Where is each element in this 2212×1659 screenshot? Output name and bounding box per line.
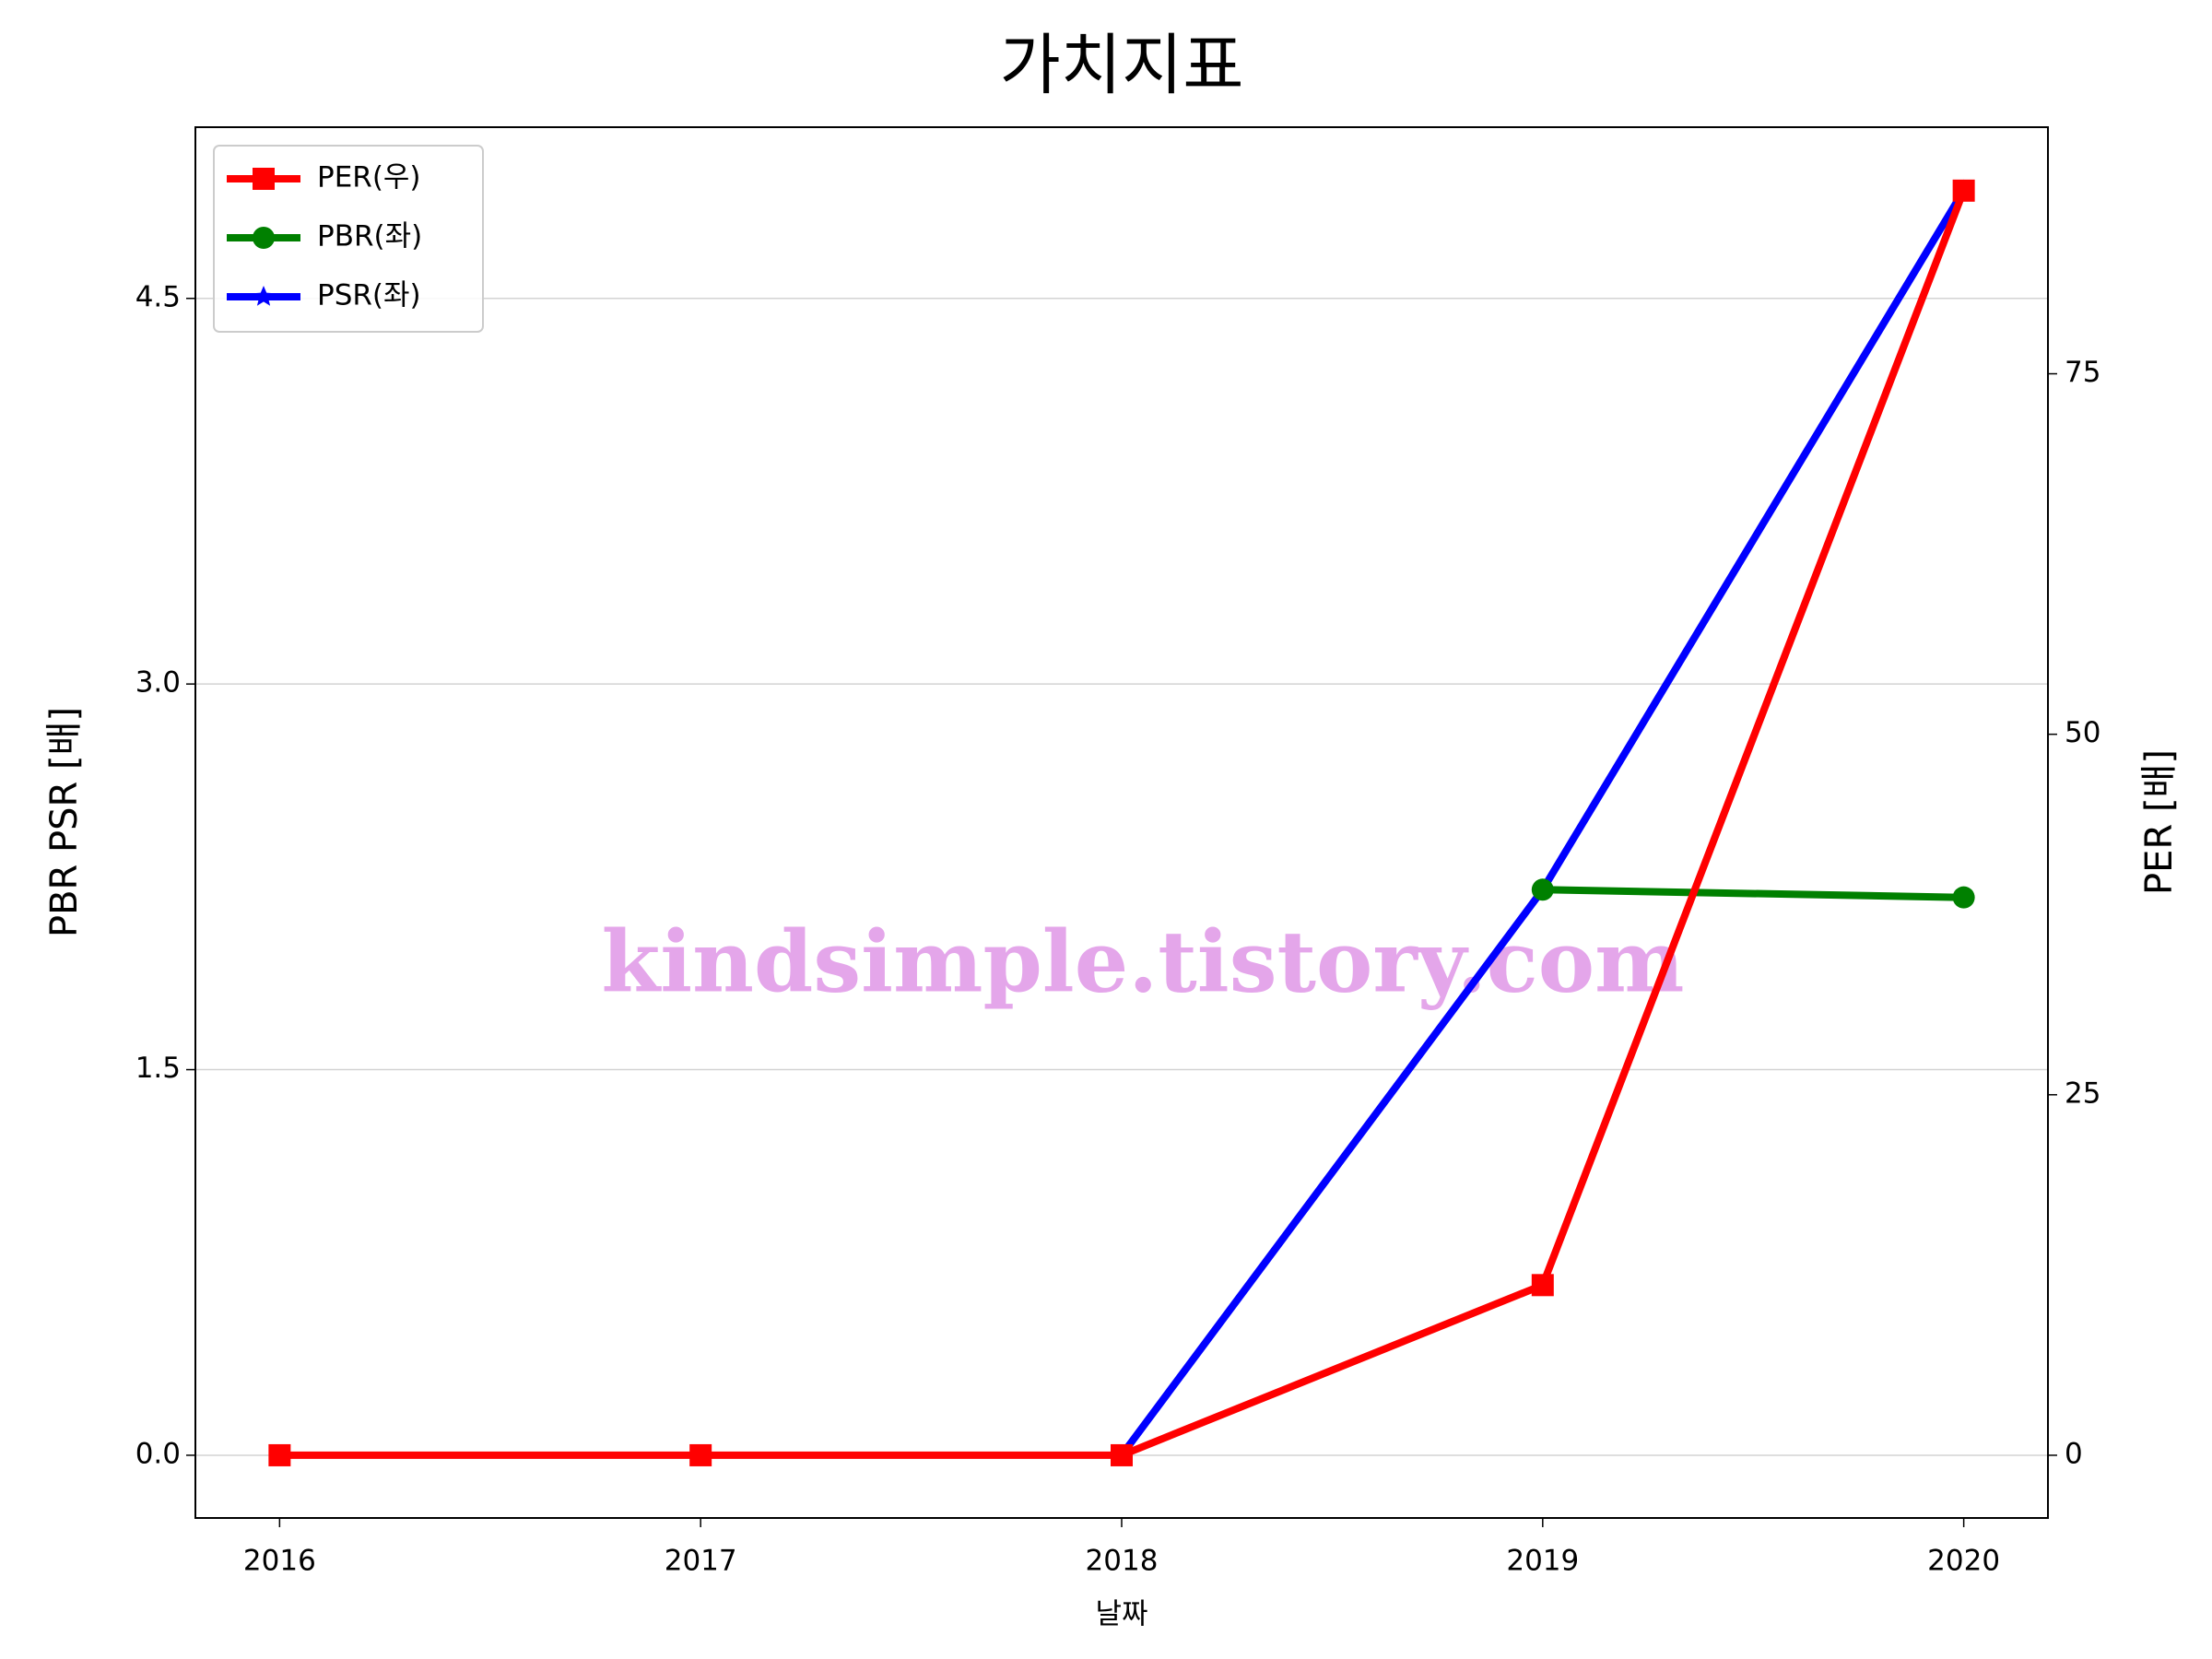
data-point	[1952, 886, 1975, 909]
data-point	[1531, 1274, 1554, 1297]
legend-label: PER(우)	[317, 161, 421, 194]
y-axis-label: PBR PSR [배]	[43, 707, 86, 937]
legend: PER(우) PBR(좌) PSR(좌)	[213, 145, 484, 333]
y-tick-label: 4.5	[135, 280, 181, 313]
data-point	[1111, 1443, 1133, 1466]
x-tick-label: 2019	[1506, 1545, 1579, 1578]
x-axis-label: 날짜	[1095, 1598, 1147, 1631]
legend-marker	[253, 227, 275, 249]
y2-tick-label: 25	[2065, 1077, 2100, 1110]
legend-marker	[253, 286, 275, 306]
data-point	[1952, 179, 1975, 202]
legend-label: PBR(좌)	[317, 220, 422, 253]
legend-box	[213, 145, 484, 333]
data-point	[268, 1443, 291, 1466]
y-tick-label: 1.5	[135, 1052, 181, 1085]
chart-title: 가치지표	[1000, 27, 1244, 104]
x-tick-label: 2018	[1086, 1545, 1159, 1578]
x-tick-label: 2020	[1927, 1545, 2000, 1578]
y2-tick-label: 0	[2065, 1437, 2083, 1470]
y2-tick-label: 75	[2065, 356, 2100, 389]
x-tick-label: 2017	[665, 1545, 737, 1578]
x-tick-label: 2016	[243, 1545, 316, 1578]
y2-axis-label: PER [배]	[2138, 749, 2181, 895]
data-point	[1531, 878, 1554, 901]
series-line	[1542, 886, 1964, 901]
legend-marker	[253, 168, 275, 190]
y-tick-label: 3.0	[135, 666, 181, 700]
axes-frame	[194, 126, 2049, 1519]
legend-label: PSR(좌)	[317, 279, 421, 312]
data-point	[689, 1443, 712, 1466]
y-tick-label: 0.0	[135, 1437, 181, 1470]
y2-tick-label: 50	[2065, 716, 2100, 749]
watermark: kindsimple.tistory.com	[601, 912, 1684, 1012]
